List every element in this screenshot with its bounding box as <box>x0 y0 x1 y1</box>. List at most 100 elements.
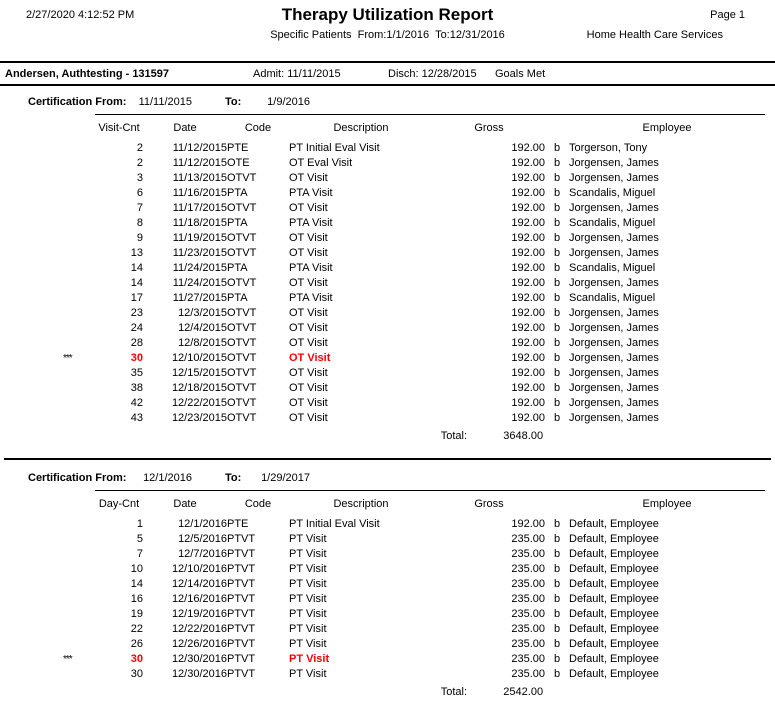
visit-count: 26 <box>130 638 143 650</box>
bill-flag: b <box>553 292 561 304</box>
visit-date: 12/7/2016 <box>178 548 227 560</box>
visit-code: PTVT <box>227 623 256 635</box>
code-column-header: Code <box>244 122 272 134</box>
bill-flag: b <box>553 548 561 560</box>
bill-flag: b <box>553 322 561 334</box>
visit-row: 3 11/13/2015 OTVT OT Visit 192.00 b Jorgensen,… <box>63 171 765 186</box>
print-datetime: 2/27/2020 4:12:52 PM <box>26 9 135 21</box>
bill-flag: b <box>553 623 561 635</box>
bill-flag: b <box>553 653 561 665</box>
bill-flag: b <box>553 533 561 545</box>
day-cnt-column-header: Day-Cnt <box>98 498 140 510</box>
visit-count: 9 <box>136 232 143 244</box>
exception-marker <box>63 171 95 186</box>
cert-to-label: To: <box>225 96 242 108</box>
visit-employee: Jorgensen, James <box>569 232 659 244</box>
cert-to-date: 1/29/2017 <box>261 472 310 484</box>
visit-count: 43 <box>130 412 143 424</box>
visit-date: 12/3/2015 <box>178 307 227 319</box>
visit-code: PTE <box>227 142 249 154</box>
visit-code: PTE <box>227 518 249 530</box>
visit-employee: Default, Employee <box>569 518 659 530</box>
visit-gross: 235.00 <box>511 548 545 560</box>
visit-employee: Default, Employee <box>569 548 659 560</box>
visit-count: 38 <box>130 382 143 394</box>
visit-gross: 192.00 <box>511 247 545 259</box>
visit-employee: Jorgensen, James <box>569 397 659 409</box>
bill-flag: b <box>553 232 561 244</box>
exception-marker <box>63 246 95 261</box>
visit-count: 30 <box>130 668 143 680</box>
visit-row: 14 12/14/2016 PTVT PT Visit 235.00 b Default, … <box>63 577 765 592</box>
visit-row: 16 12/16/2016 PTVT PT Visit 235.00 b Default, … <box>63 592 765 607</box>
visit-description: PT Visit <box>289 533 327 545</box>
visit-date: 12/16/2016 <box>171 593 227 605</box>
table-header-rule <box>95 114 765 115</box>
exception-marker <box>63 201 95 216</box>
visit-employee: Jorgensen, James <box>569 412 659 424</box>
visit-employee: Jorgensen, James <box>569 172 659 184</box>
visit-code: OTVT <box>227 382 257 394</box>
bill-flag: b <box>553 518 561 530</box>
bill-flag: b <box>553 202 561 214</box>
exception-marker <box>63 186 95 201</box>
visit-date: 12/30/2016 <box>171 668 227 680</box>
visit-date: 12/22/2015 <box>171 397 227 409</box>
visit-row: 17 11/27/2015 PTA PTA Visit 192.00 b Scandalis… <box>63 291 765 306</box>
visit-row: 14 11/24/2015 PTA PTA Visit 192.00 b Scandalis… <box>63 261 765 276</box>
visit-employee: Default, Employee <box>569 623 659 635</box>
visit-code: PTVT <box>227 578 256 590</box>
visit-employee: Jorgensen, James <box>569 367 659 379</box>
page-title: Therapy Utilization Report <box>281 5 494 24</box>
exception-marker <box>63 622 95 637</box>
visit-gross: 235.00 <box>511 623 545 635</box>
exception-marker <box>63 547 95 562</box>
visit-count: 14 <box>130 277 143 289</box>
code-column-header: Code <box>244 498 272 510</box>
visit-code: PTVT <box>227 563 256 575</box>
visit-code: PTVT <box>227 608 256 620</box>
visit-count: 5 <box>136 533 143 545</box>
bill-flag: b <box>553 397 561 409</box>
exception-marker <box>63 261 95 276</box>
visit-code: PTVT <box>227 638 256 650</box>
total-label: Total: <box>440 686 467 698</box>
visit-description: PT Visit <box>289 668 327 680</box>
visit-employee: Jorgensen, James <box>569 382 659 394</box>
visit-gross: 192.00 <box>511 412 545 424</box>
cert-from-date: 12/1/2016 <box>143 472 192 484</box>
visit-description: OT Visit <box>289 412 328 424</box>
visit-description: OT Visit <box>289 397 328 409</box>
visit-gross: 192.00 <box>511 518 545 530</box>
visit-cnt-column-header: Visit-Cnt <box>98 122 140 134</box>
visit-code: PTVT <box>227 548 256 560</box>
report-subtitle: Specific Patients From:1/1/2016 To:12/31… <box>270 29 505 41</box>
exception-marker <box>63 216 95 231</box>
visits-table-1: Visit-Cnt Date Code Description Gross Em… <box>63 121 765 426</box>
visit-code: OTVT <box>227 367 257 379</box>
visits-table-2: Day-Cnt Date Code Description Gross Empl… <box>63 497 765 682</box>
visit-row: 6 11/16/2015 PTA PTA Visit 192.00 b Scandalis,… <box>63 186 765 201</box>
visit-description: OT Eval Visit <box>289 157 353 169</box>
visit-row: *** 30 12/10/2015 OTVT OT Visit 192.00 b Jorgen… <box>63 351 765 366</box>
bill-flag: b <box>553 247 561 259</box>
cert-from-label: Certification From: <box>28 472 127 484</box>
report-header: 2/27/2020 4:12:52 PM Therapy Utilization… <box>0 0 775 61</box>
visit-count: 19 <box>130 608 143 620</box>
visit-gross: 192.00 <box>511 307 545 319</box>
visit-employee: Default, Employee <box>569 638 659 650</box>
exception-marker: *** <box>63 654 73 665</box>
visit-date: 12/23/2015 <box>171 412 227 424</box>
visit-row: 38 12/18/2015 OTVT OT Visit 192.00 b Jorgensen… <box>63 381 765 396</box>
visit-code: OTVT <box>227 352 257 364</box>
visit-gross: 192.00 <box>511 352 545 364</box>
visit-date: 12/18/2015 <box>171 382 227 394</box>
exception-marker <box>63 607 95 622</box>
visit-employee: Jorgensen, James <box>569 157 659 169</box>
visit-employee: Jorgensen, James <box>569 202 659 214</box>
exception-marker <box>63 336 95 351</box>
visit-date: 11/18/2015 <box>172 217 227 229</box>
visit-description: OT Visit <box>289 202 328 214</box>
visit-count: 14 <box>130 262 143 274</box>
visit-row: 22 12/22/2016 PTVT PT Visit 235.00 b Default, … <box>63 622 765 637</box>
